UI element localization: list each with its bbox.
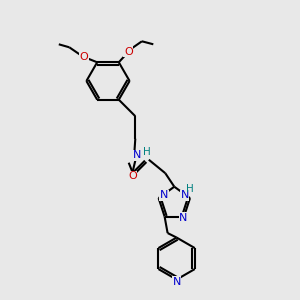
Text: N: N xyxy=(133,150,141,160)
Text: O: O xyxy=(79,52,88,62)
Text: N: N xyxy=(160,190,168,200)
Text: O: O xyxy=(128,171,137,181)
Text: N: N xyxy=(172,277,181,287)
Text: N: N xyxy=(180,190,189,200)
Text: N: N xyxy=(179,213,188,223)
Text: O: O xyxy=(124,47,133,57)
Text: H: H xyxy=(186,184,194,194)
Text: H: H xyxy=(142,147,150,157)
